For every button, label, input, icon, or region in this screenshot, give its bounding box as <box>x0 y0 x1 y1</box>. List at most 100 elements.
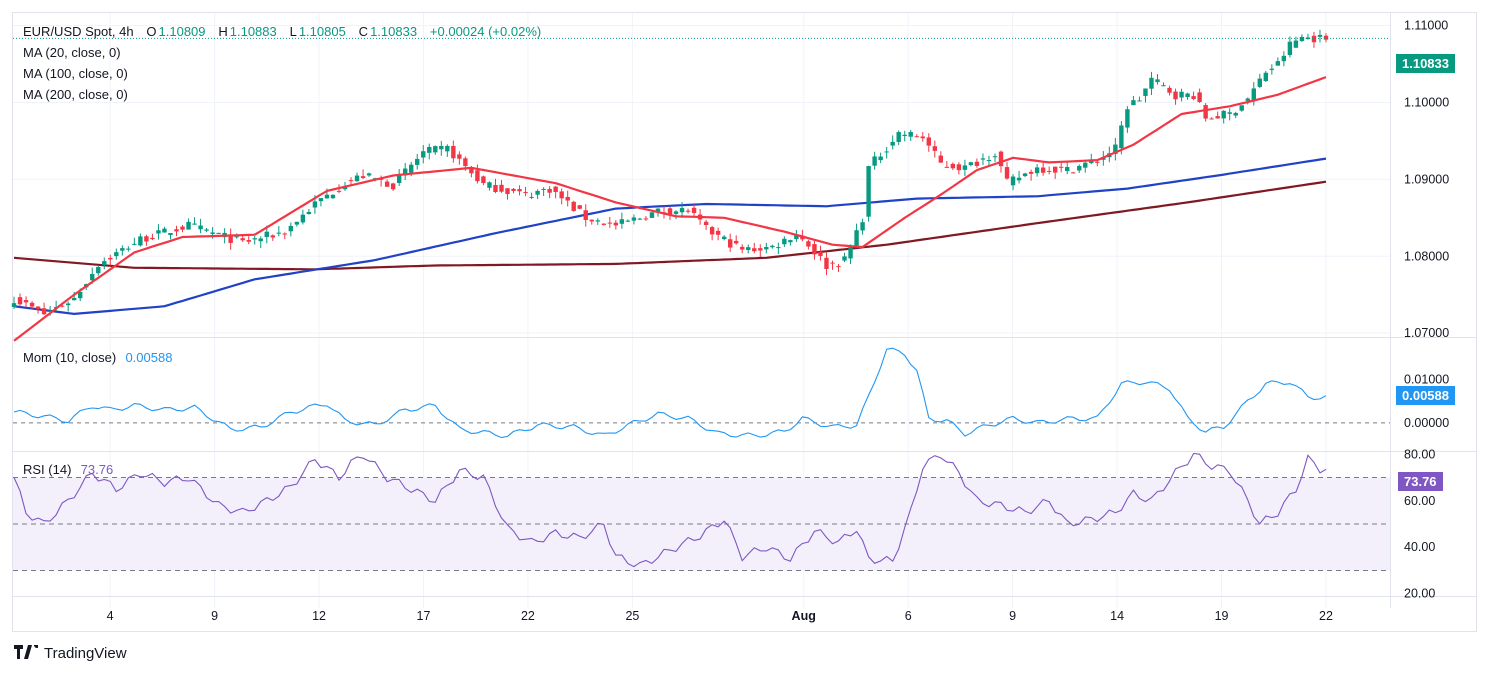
candle-body <box>655 208 661 212</box>
candle <box>703 219 709 230</box>
candle <box>120 245 125 256</box>
candle <box>1257 73 1262 88</box>
candle-body <box>824 257 829 269</box>
candle-body <box>812 244 817 255</box>
candle <box>830 260 835 270</box>
candle-body <box>126 248 131 250</box>
candle-body <box>300 214 306 223</box>
candle <box>487 181 492 191</box>
ma20-line <box>13 76 1327 342</box>
candle-body <box>1233 112 1238 116</box>
candle <box>475 164 480 184</box>
candle-body <box>312 201 318 208</box>
candle-body <box>402 168 408 176</box>
candle <box>451 140 456 163</box>
candle <box>354 172 360 182</box>
candle <box>818 245 823 261</box>
candle <box>96 265 101 276</box>
candle-body <box>950 163 956 169</box>
tradingview-logo[interactable]: TradingView <box>14 642 127 662</box>
candle <box>65 301 71 312</box>
candle <box>198 218 203 234</box>
candle <box>1046 166 1052 175</box>
candle <box>595 218 600 225</box>
candle-body <box>709 227 715 235</box>
candle-body <box>860 222 865 231</box>
candle-body <box>998 151 1004 167</box>
candle <box>481 175 486 186</box>
candle-body <box>360 176 366 178</box>
candle-body <box>324 194 330 199</box>
candle <box>282 232 288 240</box>
candle-body <box>59 305 65 307</box>
time-tick-label: 25 <box>625 609 639 623</box>
candle-body <box>764 247 769 250</box>
candle <box>108 254 113 266</box>
candle-body <box>240 238 245 241</box>
candle <box>914 134 919 138</box>
candle-body <box>144 236 149 242</box>
candle <box>956 162 962 175</box>
symbol-label[interactable]: EUR/USD Spot, 4h <box>23 24 134 39</box>
candle-body <box>511 188 516 192</box>
momentum-line <box>13 347 1327 439</box>
candle-body <box>1257 78 1262 87</box>
ma200-path <box>13 180 1327 271</box>
mom-tick-label: 0.00000 <box>1404 416 1449 430</box>
candle-body <box>102 261 107 265</box>
candle <box>1137 96 1142 102</box>
ma20-legend[interactable]: MA (20, close, 0) <box>23 44 123 62</box>
candle-body <box>114 252 119 257</box>
candle-body <box>547 188 552 193</box>
candle <box>806 239 811 250</box>
rsi-legend[interactable]: RSI (14) 73.76 <box>23 461 115 479</box>
candle-body <box>1016 177 1022 181</box>
candle <box>366 172 372 177</box>
price-tick-label: 1.07000 <box>1404 326 1449 340</box>
candle-body <box>192 223 197 225</box>
rsi-value: 73.76 <box>80 462 114 477</box>
candle-body <box>258 238 263 242</box>
candle <box>679 202 685 218</box>
candle-body <box>553 186 558 192</box>
candle <box>770 244 775 249</box>
candle-body <box>198 225 203 230</box>
candle <box>1275 57 1281 66</box>
candle-body <box>264 231 269 237</box>
ma100-legend[interactable]: MA (100, close, 0) <box>23 65 130 83</box>
candle <box>1305 33 1311 40</box>
candle-body <box>35 306 41 309</box>
candle-body <box>583 210 588 220</box>
candle <box>144 234 149 246</box>
candle <box>577 204 582 210</box>
mom-legend[interactable]: Mom (10, close) 0.00588 <box>23 349 174 367</box>
candle <box>565 190 570 207</box>
candle <box>1239 105 1244 112</box>
candle-body <box>932 146 938 151</box>
candle <box>625 219 631 223</box>
rsi-band <box>13 422 1390 571</box>
candle-body <box>210 232 215 234</box>
candle-body <box>288 225 294 232</box>
candle-body <box>336 190 342 192</box>
candle <box>1040 161 1046 176</box>
candle <box>685 208 691 214</box>
candle-body <box>1028 171 1034 174</box>
candle <box>1161 82 1166 87</box>
candle <box>589 219 594 225</box>
candle-body <box>926 137 931 146</box>
candle <box>607 217 613 228</box>
candle-body <box>132 243 137 245</box>
candle <box>186 218 191 230</box>
candle <box>541 187 546 196</box>
candle-body <box>517 189 522 192</box>
candle-body <box>1071 172 1076 174</box>
ma200-legend[interactable]: MA (200, close, 0) <box>23 86 130 104</box>
candle <box>138 233 143 247</box>
candle <box>318 197 324 207</box>
candle <box>258 236 263 249</box>
candle <box>643 216 649 221</box>
candle-body <box>1040 167 1046 173</box>
candle-body <box>1167 87 1172 93</box>
